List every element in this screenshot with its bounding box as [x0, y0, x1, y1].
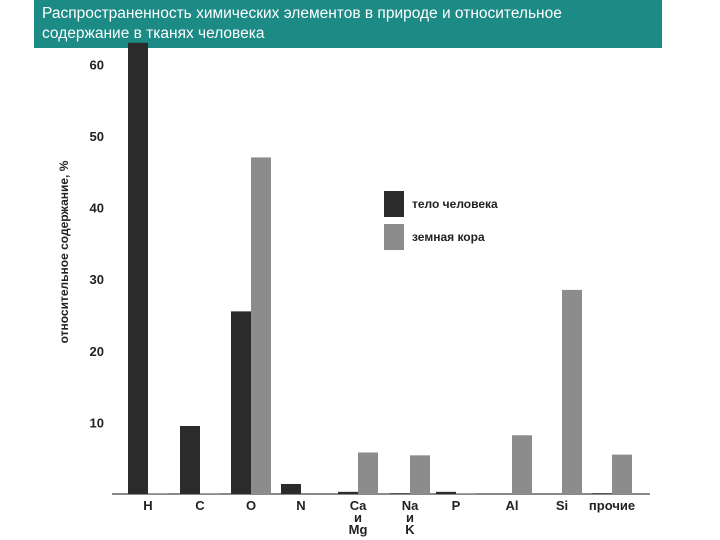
x-tick-label: O: [246, 498, 256, 513]
bar-earth-crust: [358, 452, 378, 494]
y-tick-label: 60: [90, 57, 104, 72]
legend-label: земная кора: [412, 230, 485, 244]
y-tick-label: 40: [90, 201, 104, 216]
title-bar: Распространенность химических элементов …: [34, 0, 662, 48]
y-tick-label: 20: [90, 344, 104, 359]
bar-human-body: [231, 311, 251, 494]
bar-earth-crust: [512, 435, 532, 494]
bar-earth-crust: [410, 455, 430, 494]
bar-human-body: [592, 493, 612, 494]
y-tick-label: 10: [90, 415, 104, 430]
y-axis-label: относительное содержание, %: [57, 160, 71, 343]
x-tick-label: P: [452, 498, 461, 513]
legend-swatch-earth-crust: [384, 224, 404, 250]
x-tick-label: Si: [556, 498, 568, 513]
x-tick-label: Mg: [349, 522, 368, 537]
x-tick-label: и: [406, 510, 414, 525]
bar-human-body: [180, 425, 200, 494]
x-tick-label: N: [296, 498, 305, 513]
bar-earth-crust: [456, 493, 476, 494]
x-tick-label: и: [354, 510, 362, 525]
bar-earth-crust: [200, 493, 220, 494]
title-line-2: содержание в тканях человека: [42, 25, 265, 42]
x-tick-label: H: [143, 498, 152, 513]
x-tick-label: Ca: [350, 498, 367, 513]
title-line-1: Распространенность химических элементов …: [42, 5, 562, 22]
bar-human-body: [281, 483, 301, 494]
legend-label: тело человека: [412, 197, 498, 211]
x-tick-label: Na: [402, 498, 419, 513]
bar-human-body: [436, 491, 456, 494]
y-tick-label: 50: [90, 129, 104, 144]
y-tick-label: 30: [90, 272, 104, 287]
legend-swatch-human-body: [384, 191, 404, 217]
x-tick-label: K: [405, 522, 415, 537]
x-tick-label: C: [195, 498, 205, 513]
bar-earth-crust: [612, 454, 632, 494]
bar-human-body: [338, 491, 358, 494]
bar-human-body: [390, 493, 410, 494]
x-tick-label: Al: [506, 498, 519, 513]
bar-earth-crust: [562, 289, 582, 494]
bar-earth-crust: [251, 157, 271, 494]
bar-human-body: [128, 42, 148, 494]
bar-earth-crust: [148, 493, 168, 494]
x-tick-label: прочие: [589, 498, 635, 513]
